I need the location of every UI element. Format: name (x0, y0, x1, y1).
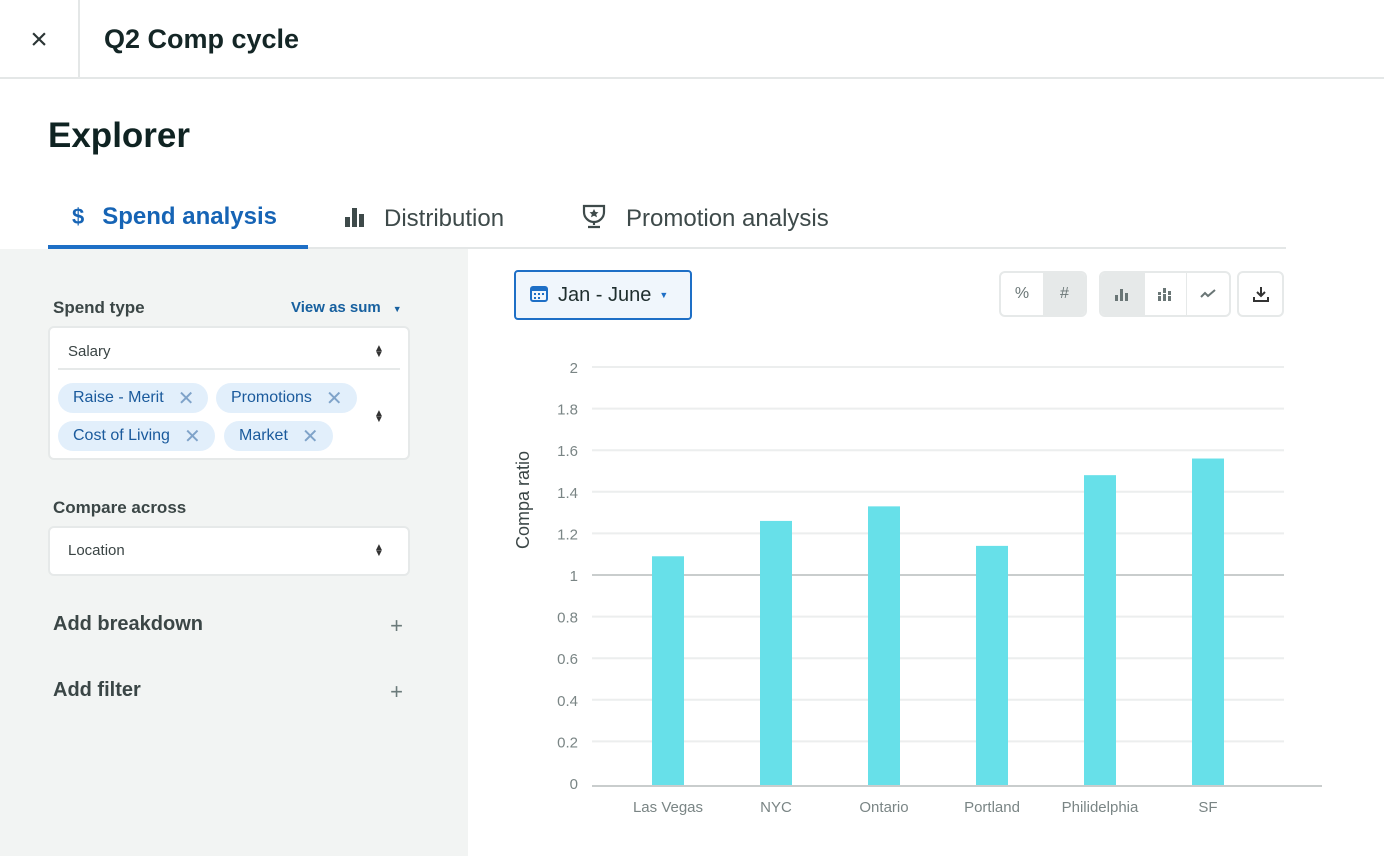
tab-bar: $ Spend analysis Distribution Promotion a… (48, 188, 1286, 249)
add-breakdown-button[interactable]: Add breakdown + (53, 613, 403, 639)
y-tick-label: 0 (570, 776, 578, 793)
y-axis-label: Compa ratio (513, 451, 533, 549)
caret-down-icon: ▼ (392, 304, 402, 314)
y-tick-label: 1.4 (557, 485, 578, 502)
spend-type-label: Spend type (53, 298, 145, 317)
sort-arrows-icon: ▲ ▼ (374, 542, 384, 559)
caret-down-icon: ▼ (659, 290, 669, 300)
chip-market[interactable]: Market ✕ (224, 421, 333, 451)
x-tick-label: Las Vegas (633, 799, 703, 816)
plus-icon: + (390, 679, 403, 704)
calendar-icon (530, 284, 548, 307)
y-tick-label: 1 (570, 568, 578, 585)
remove-icon[interactable]: ✕ (183, 425, 201, 448)
close-icon[interactable]: × (0, 0, 80, 79)
value-mode-toggle: % # (999, 271, 1087, 317)
bar-philidelphia[interactable] (1084, 475, 1116, 785)
percent-button[interactable]: % (1014, 285, 1030, 302)
add-breakdown-label: Add breakdown (53, 613, 204, 635)
bar-portland[interactable] (976, 545, 1008, 785)
chip-label: Market (239, 427, 288, 444)
date-range-picker[interactable]: Jan - June ▼ (514, 270, 692, 320)
download-group (1237, 271, 1284, 317)
x-tick-label: Portland (964, 799, 1020, 816)
chip-label: Cost of Living (73, 427, 170, 444)
spend-type-select: Salary ▲ ▼ Raise - Merit ✕ Promotions ✕ Cos… (48, 326, 410, 460)
y-tick-label: 1.6 (557, 443, 578, 460)
sort-arrows-icon[interactable]: ▲ ▼ (374, 408, 384, 425)
trophy-icon (580, 203, 608, 235)
plus-icon: + (390, 613, 403, 638)
y-tick-label: 2 (570, 360, 578, 377)
y-tick-label: 0.2 (557, 734, 578, 751)
tab-spend-analysis[interactable]: $ Spend analysis (48, 188, 308, 249)
chip-cost-of-living[interactable]: Cost of Living ✕ (58, 421, 215, 451)
number-button[interactable]: # (1042, 273, 1085, 315)
date-range-label: Jan - June (558, 283, 652, 306)
bar-sf[interactable] (1192, 458, 1224, 785)
bar-chart: Compa ratio 0 0.2 0.4 0.6 0.8 1 1.2 1.4 1.6 1.8 2 L… (513, 360, 1322, 816)
chip-promotions[interactable]: Promotions ✕ (216, 383, 357, 413)
tab-distribution[interactable]: Distribution (344, 188, 504, 249)
bar-chart-icon[interactable] (1101, 273, 1144, 315)
view-as-label: View as sum (291, 299, 381, 316)
tab-label: Distribution (384, 204, 505, 232)
tab-promotion-analysis[interactable]: Promotion analysis (580, 188, 829, 249)
line-chart-icon[interactable] (1186, 273, 1229, 315)
remove-icon[interactable]: ✕ (177, 387, 195, 410)
chip-raise-merit[interactable]: Raise - Merit ✕ (58, 383, 209, 413)
y-tick-label: 1.2 (557, 526, 578, 543)
chip-label: Raise - Merit (73, 389, 164, 406)
sidebar: Spend type View as sum ▼ Salary ▲ ▼ Raise … (0, 249, 468, 856)
y-tick-label: 1.8 (557, 402, 578, 419)
y-tick-label: 0.4 (557, 693, 578, 710)
tab-label: Spend analysis (102, 202, 277, 230)
compare-across-value: Location (68, 542, 125, 559)
x-tick-label: SF (1198, 799, 1217, 816)
compare-across-select[interactable]: Location ▲ ▼ (48, 526, 410, 576)
chart-type-toggle (1099, 271, 1231, 317)
download-icon[interactable] (1239, 273, 1282, 315)
remove-icon[interactable]: ✕ (301, 425, 319, 448)
x-tick-label: Ontario (859, 799, 908, 816)
compare-across-label: Compare across (53, 498, 187, 517)
y-tick-label: 0.6 (557, 651, 578, 668)
stacked-bar-icon[interactable] (1143, 273, 1187, 315)
y-tick-label: 0.8 (557, 610, 578, 627)
tab-label: Promotion analysis (626, 204, 829, 232)
view-as-sum-dropdown[interactable]: View as sum ▼ (291, 299, 402, 316)
spend-type-value[interactable]: Salary (68, 343, 111, 360)
bar-ontario[interactable] (868, 506, 900, 785)
bar-chart-icon (344, 205, 366, 233)
x-tick-label: Philidelphia (1062, 799, 1139, 816)
remove-icon[interactable]: ✕ (325, 387, 343, 410)
add-filter-button[interactable]: Add filter + (53, 679, 403, 705)
add-filter-label: Add filter (53, 679, 141, 701)
cycle-title: Q2 Comp cycle (104, 24, 300, 54)
page-title: Explorer (48, 116, 190, 155)
bar-las-vegas[interactable] (652, 556, 684, 785)
bar-nyc[interactable] (760, 520, 792, 785)
x-tick-label: NYC (760, 799, 792, 816)
dollar-icon: $ (72, 203, 85, 229)
top-bar: × Q2 Comp cycle (0, 0, 1384, 79)
sort-arrows-icon[interactable]: ▲ ▼ (374, 343, 384, 360)
chip-label: Promotions (231, 389, 312, 406)
